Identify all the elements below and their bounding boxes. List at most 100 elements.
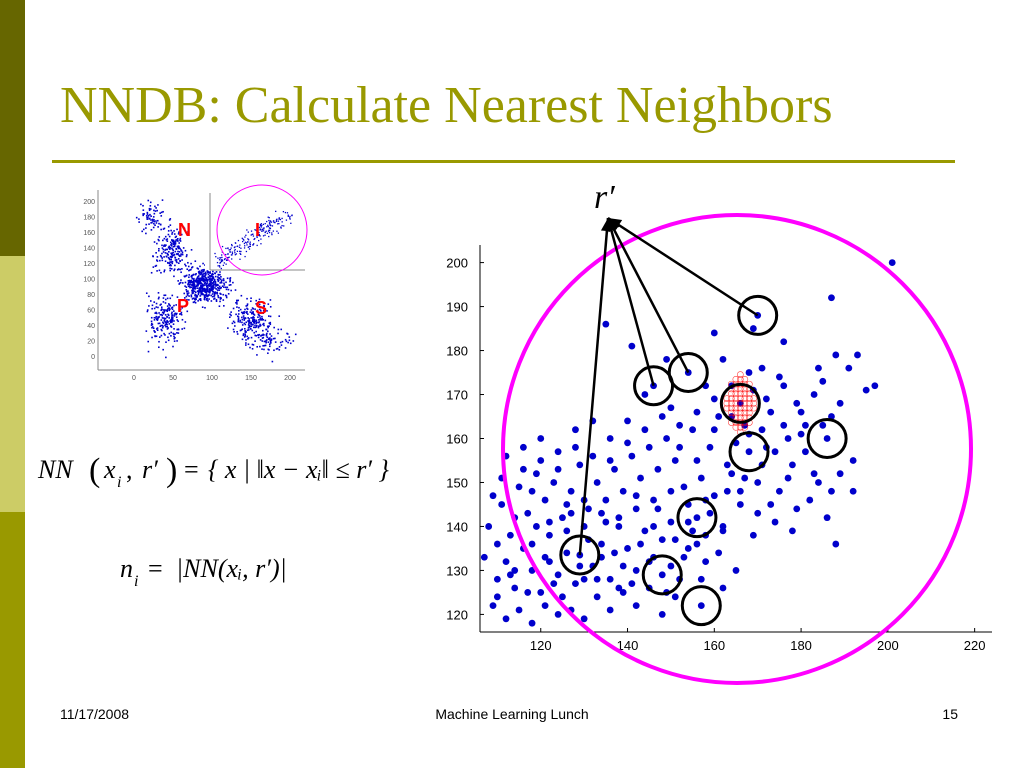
inset-point xyxy=(148,305,150,307)
inset-point xyxy=(171,239,173,241)
eq1-arg-r: r′ xyxy=(142,455,158,484)
inset-point xyxy=(197,300,199,302)
query-marker-ring xyxy=(732,409,740,417)
inset-point xyxy=(183,226,185,229)
inset-point xyxy=(222,278,225,280)
inset-point xyxy=(194,285,197,288)
inset-point xyxy=(193,280,195,283)
inset-point xyxy=(191,284,193,286)
footer-title: Machine Learning Lunch xyxy=(435,706,589,722)
inset-point xyxy=(205,294,208,297)
inset-zoom-point xyxy=(228,249,230,251)
inset-point xyxy=(169,304,171,307)
inset-point xyxy=(176,228,178,231)
inset-point xyxy=(169,261,171,263)
inset-zoom-point xyxy=(236,245,238,248)
inset-zoom-point xyxy=(291,214,293,216)
query-marker-ring xyxy=(732,395,740,402)
inset-point xyxy=(209,288,212,291)
data-point xyxy=(771,448,779,456)
inset-point xyxy=(162,312,165,315)
inset-point xyxy=(214,292,216,295)
inset-point xyxy=(177,250,179,253)
neighbor-highlight-circle xyxy=(806,418,848,459)
inset-zoom-point xyxy=(247,231,249,233)
inset-point xyxy=(255,326,258,328)
inset-point xyxy=(175,304,177,306)
inset-point xyxy=(162,248,165,251)
inset-point xyxy=(244,308,246,311)
inset-point xyxy=(230,311,232,313)
inset-point xyxy=(223,282,225,285)
inset-point xyxy=(227,288,230,291)
inset-point xyxy=(267,338,270,341)
inset-point xyxy=(158,222,160,225)
inset-point xyxy=(170,244,173,247)
inset-x-tick-label: 0 xyxy=(132,375,136,382)
inset-zoom-point xyxy=(258,234,260,236)
inset-zoom-point xyxy=(267,230,270,232)
inset-zoom-point xyxy=(218,265,221,267)
data-point xyxy=(641,426,649,434)
inset-zoom-point xyxy=(273,221,275,223)
data-point xyxy=(836,470,844,478)
data-point xyxy=(606,606,614,614)
inset-point xyxy=(170,252,172,255)
inset-point xyxy=(190,268,192,271)
inset-zoom-point xyxy=(248,245,250,248)
inset-point xyxy=(202,288,205,291)
inset-point xyxy=(160,309,162,311)
inset-point xyxy=(166,315,168,318)
data-point xyxy=(528,619,536,627)
inset-point xyxy=(156,242,158,245)
inset-point xyxy=(217,279,220,282)
inset-point xyxy=(198,272,201,274)
inset-point xyxy=(185,255,188,258)
inset-point xyxy=(215,288,218,290)
inset-point xyxy=(174,250,177,253)
data-point xyxy=(775,373,783,381)
inset-zoom-point xyxy=(256,244,258,247)
inset-point xyxy=(170,258,173,261)
data-point xyxy=(767,408,775,416)
data-point xyxy=(546,558,553,566)
inset-zoom-point xyxy=(227,257,229,259)
inset-zoom-point xyxy=(236,250,239,252)
inset-point xyxy=(257,301,260,303)
inset-point xyxy=(217,287,220,290)
inset-point xyxy=(209,278,212,280)
inset-point xyxy=(148,217,151,220)
inset-point xyxy=(141,230,143,233)
data-point xyxy=(515,483,523,491)
inset-point xyxy=(199,297,202,300)
data-point xyxy=(758,426,766,434)
inset-point xyxy=(177,246,179,249)
inset-point xyxy=(259,323,261,326)
inset-zoom-point xyxy=(268,227,271,229)
inset-point xyxy=(149,205,152,207)
quadrant-label-s: S xyxy=(255,298,267,318)
inset-zoom-point xyxy=(240,250,242,253)
inset-point xyxy=(155,328,158,330)
inset-point xyxy=(165,321,168,323)
inset-point xyxy=(170,268,173,270)
inset-point xyxy=(259,319,262,321)
inset-point xyxy=(148,223,150,225)
inset-point xyxy=(158,236,161,238)
inset-point xyxy=(198,278,201,280)
inset-point xyxy=(186,292,189,295)
inset-point xyxy=(164,309,166,311)
inset-point xyxy=(145,232,147,235)
inset-point xyxy=(172,310,175,312)
data-point xyxy=(671,593,679,601)
inset-point xyxy=(173,340,176,342)
inset-zoom-point xyxy=(221,260,224,262)
inset-point xyxy=(180,250,183,252)
data-point xyxy=(624,417,631,425)
inset-zoom-point xyxy=(253,243,255,245)
data-point xyxy=(493,593,501,601)
inset-point xyxy=(181,318,184,321)
inset-point xyxy=(181,259,183,261)
data-point xyxy=(489,492,497,500)
inset-zoom-point xyxy=(250,230,253,232)
